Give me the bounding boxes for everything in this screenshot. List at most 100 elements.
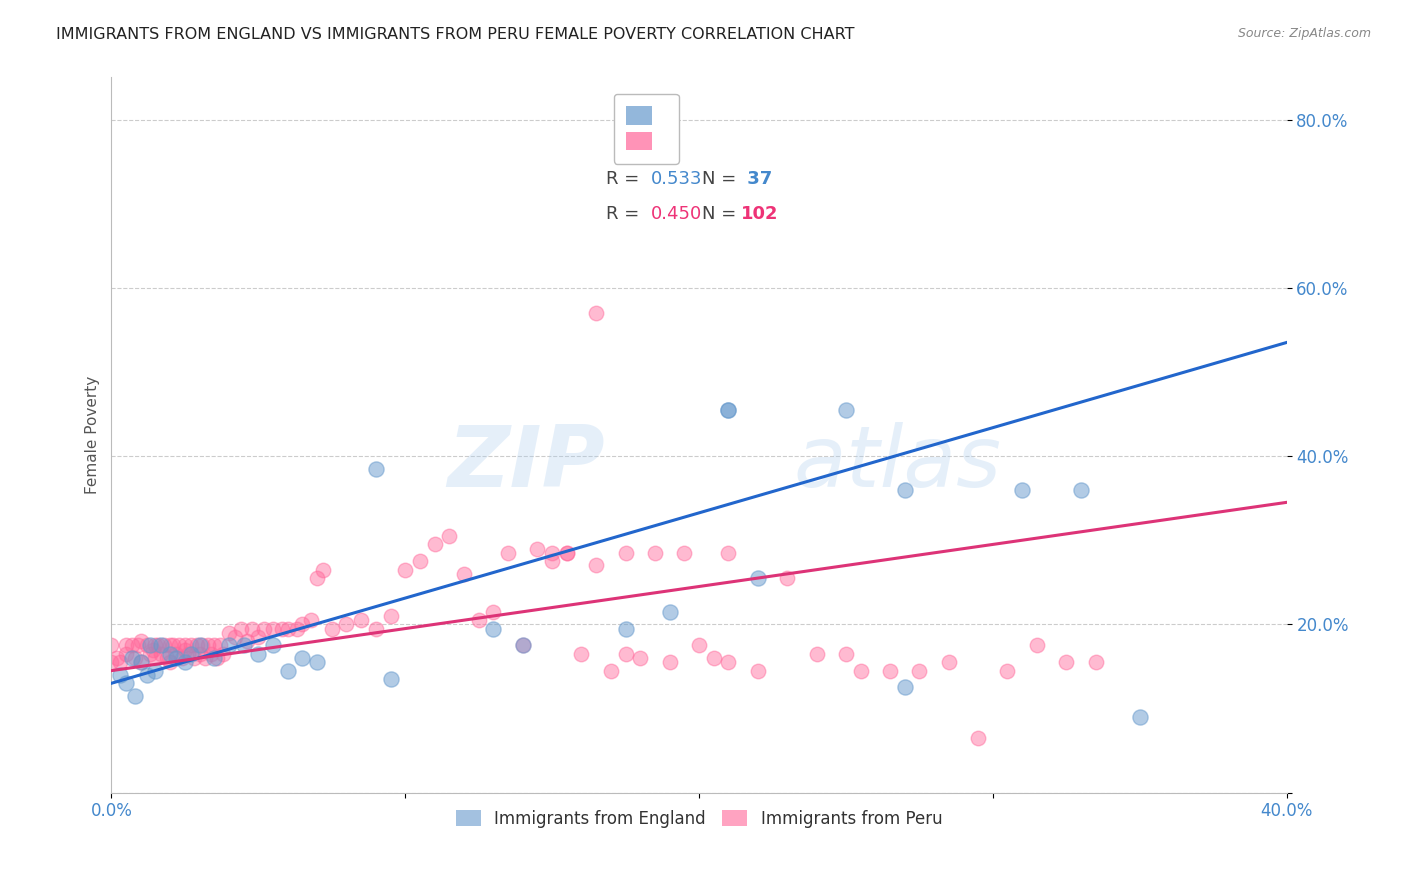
Point (614, 647, 637, 661)
Text: 102: 102 (741, 204, 779, 222)
Point (135, 639, 157, 653)
Point (162, 639, 184, 653)
Point (177, 647, 200, 661)
Point (200, 647, 222, 661)
Point (614, 622, 637, 636)
Point (439, 529, 461, 543)
Point (197, 639, 219, 653)
Point (776, 571, 799, 585)
Point (173, 642, 195, 657)
Point (938, 655, 960, 669)
Point (138, 639, 160, 653)
Point (159, 655, 181, 669)
Text: 0.533: 0.533 (651, 170, 703, 188)
Point (717, 546, 740, 560)
Point (188, 647, 211, 661)
Point (180, 639, 202, 653)
Point (277, 622, 299, 636)
Point (253, 622, 276, 636)
Point (541, 554, 564, 568)
Point (967, 731, 990, 745)
Point (467, 613, 489, 627)
Point (321, 622, 343, 636)
Point (100, 639, 122, 653)
Point (997, 664, 1019, 678)
Point (180, 647, 202, 661)
Point (124, 689, 146, 703)
Point (835, 647, 858, 661)
Point (194, 651, 217, 665)
Text: ZIP: ZIP (447, 422, 605, 505)
Point (167, 639, 190, 653)
Point (212, 647, 235, 661)
Point (247, 647, 270, 661)
Point (127, 639, 149, 653)
Point (242, 622, 264, 636)
Point (135, 668, 157, 682)
Point (673, 546, 696, 560)
Point (512, 639, 534, 653)
Point (205, 651, 228, 665)
Point (658, 655, 681, 669)
Point (186, 639, 208, 653)
Point (247, 630, 270, 644)
Point (105, 651, 128, 665)
Point (555, 546, 578, 560)
Point (628, 651, 651, 665)
Point (235, 634, 257, 648)
Text: atlas: atlas (793, 422, 1001, 505)
Point (599, 664, 621, 678)
Point (188, 639, 211, 653)
Point (541, 546, 564, 560)
Point (496, 546, 519, 560)
Point (747, 664, 769, 678)
Point (110, 668, 132, 682)
Point (394, 563, 416, 577)
Point (145, 664, 167, 678)
Point (229, 622, 252, 636)
Point (124, 651, 146, 665)
Text: 0.450: 0.450 (651, 204, 703, 222)
Point (270, 622, 292, 636)
Text: IMMIGRANTS FROM ENGLAND VS IMMIGRANTS FROM PERU FEMALE POVERTY CORRELATION CHART: IMMIGRANTS FROM ENGLAND VS IMMIGRANTS FR… (56, 27, 855, 42)
Point (717, 402, 740, 417)
Point (224, 630, 246, 644)
Point (879, 664, 901, 678)
Text: N =: N = (702, 170, 742, 188)
Point (202, 639, 225, 653)
Point (100, 655, 122, 669)
Point (1129, 710, 1152, 724)
Text: R =: R = (606, 204, 645, 222)
Point (202, 651, 225, 665)
Point (585, 306, 607, 320)
Point (849, 664, 872, 678)
Point (138, 647, 160, 661)
Point (156, 651, 179, 665)
Point (129, 655, 152, 669)
Point (307, 655, 329, 669)
Point (453, 566, 475, 581)
Point (170, 651, 193, 665)
Point (232, 639, 254, 653)
Point (658, 605, 681, 619)
Point (482, 622, 505, 636)
Point (209, 639, 232, 653)
Point (747, 571, 769, 585)
Point (585, 558, 607, 573)
Point (908, 664, 931, 678)
Point (571, 647, 593, 661)
Point (380, 609, 402, 624)
Point (262, 639, 284, 653)
Point (614, 546, 637, 560)
Point (1054, 655, 1077, 669)
Point (307, 571, 329, 585)
Point (145, 651, 167, 665)
Y-axis label: Female Poverty: Female Poverty (86, 376, 100, 494)
Point (1011, 483, 1033, 497)
Point (159, 647, 181, 661)
Point (364, 461, 387, 475)
Point (285, 622, 308, 636)
Point (893, 483, 915, 497)
Point (129, 655, 152, 669)
Point (191, 639, 214, 653)
